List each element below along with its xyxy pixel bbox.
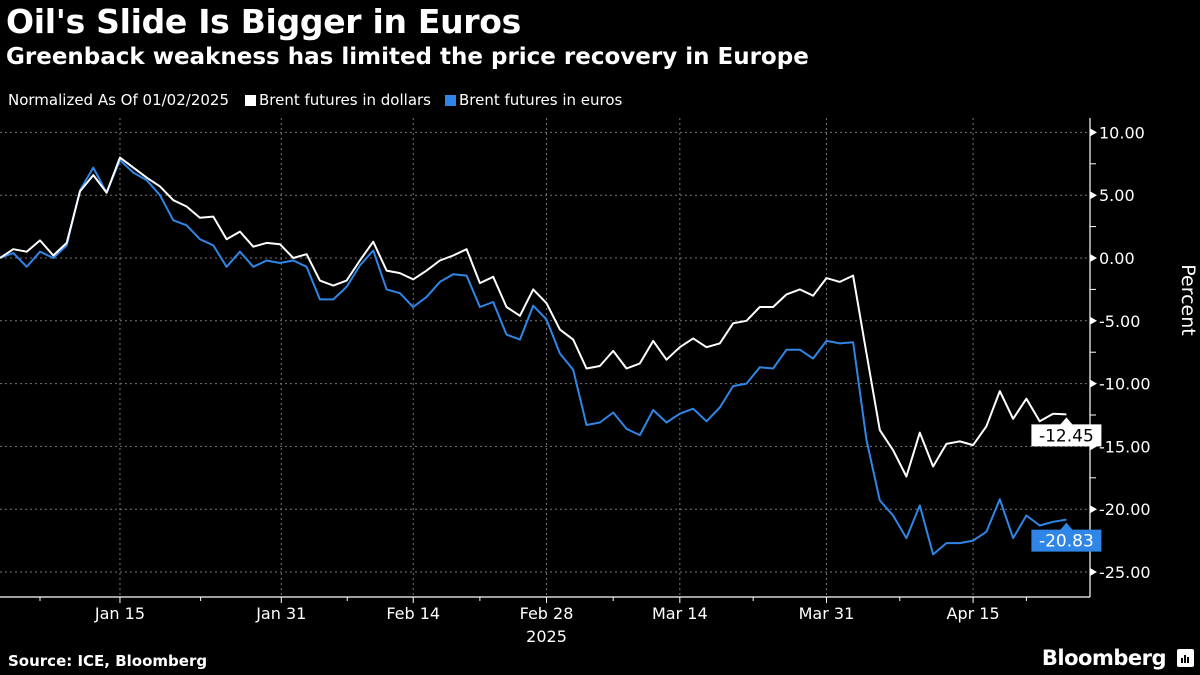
x-tick-label: Mar 14 [652,604,708,623]
normalization-note: Normalized As Of 01/02/2025 [8,91,229,109]
series-line-dollars [0,156,1067,478]
y-tick-marker [1090,254,1097,262]
grid [0,118,1090,597]
y-tick-label: -10.00 [1099,375,1151,394]
x-tick-label: Jan 15 [94,604,145,623]
y-tick-label: 5.00 [1099,186,1135,205]
last-value-callout-euros: -20.83 [1031,522,1102,552]
legend-label-euros: Brent futures in euros [459,91,623,109]
legend-item-euros: Brent futures in euros [445,91,622,109]
y-tick-label: -5.00 [1099,312,1140,331]
legend-swatch-dollars [245,94,256,106]
y-tick-marker [1090,505,1097,514]
y-tick-label: -20.00 [1099,500,1151,519]
bloomberg-logo: Bloomberg [1041,646,1167,670]
legend: Normalized As Of 01/02/2025 Brent future… [8,91,636,109]
bloomberg-chart-icon [1177,649,1194,667]
y-tick-marker [1090,191,1097,200]
legend-label-dollars: Brent futures in dollars [259,91,431,109]
axis-labels: 10.00 5.00 0.00 -5.00 -10.00 -15.00 -20.00 -25.… [94,123,1151,646]
legend-swatch-euros [445,94,456,106]
legend-item-dollars: Brent futures in dollars [245,91,431,109]
last-value-callout-dollars: -12.45 [1031,417,1102,447]
x-tick-label: Apr 15 [947,604,1000,623]
chart-title: Oil's Slide Is Bigger in Euros [6,2,521,41]
callout-value: -20.83 [1039,532,1094,552]
x-tick-label: Mar 31 [799,604,855,623]
series-layer [0,156,1067,556]
chart-subtitle: Greenback weakness has limited the price… [6,44,809,70]
y-tick-label: -15.00 [1099,437,1151,456]
y-axis-label: Percent [1177,264,1199,336]
series-line-euros [0,159,1067,556]
x-year-label: 2025 [526,627,567,646]
y-tick-marker [1090,379,1097,388]
y-tick-label: 0.00 [1099,249,1135,268]
callout-badge [1031,417,1102,447]
y-tick-marker [1090,568,1097,576]
axes [0,118,1097,603]
y-tick-label: -25.00 [1099,563,1151,582]
x-tick-label: Jan 31 [255,604,306,623]
callout-value: -12.45 [1039,426,1094,446]
callout-badge [1031,522,1102,552]
y-tick-marker [1090,128,1097,137]
last-value-callouts: -12.45 -20.83 [1031,417,1102,552]
x-tick-label: Feb 14 [386,604,440,623]
source-note: Source: ICE, Bloomberg [8,652,208,670]
y-tick-label: 10.00 [1099,123,1145,142]
y-tick-marker [1090,316,1097,325]
x-tick-label: Feb 28 [520,604,574,623]
